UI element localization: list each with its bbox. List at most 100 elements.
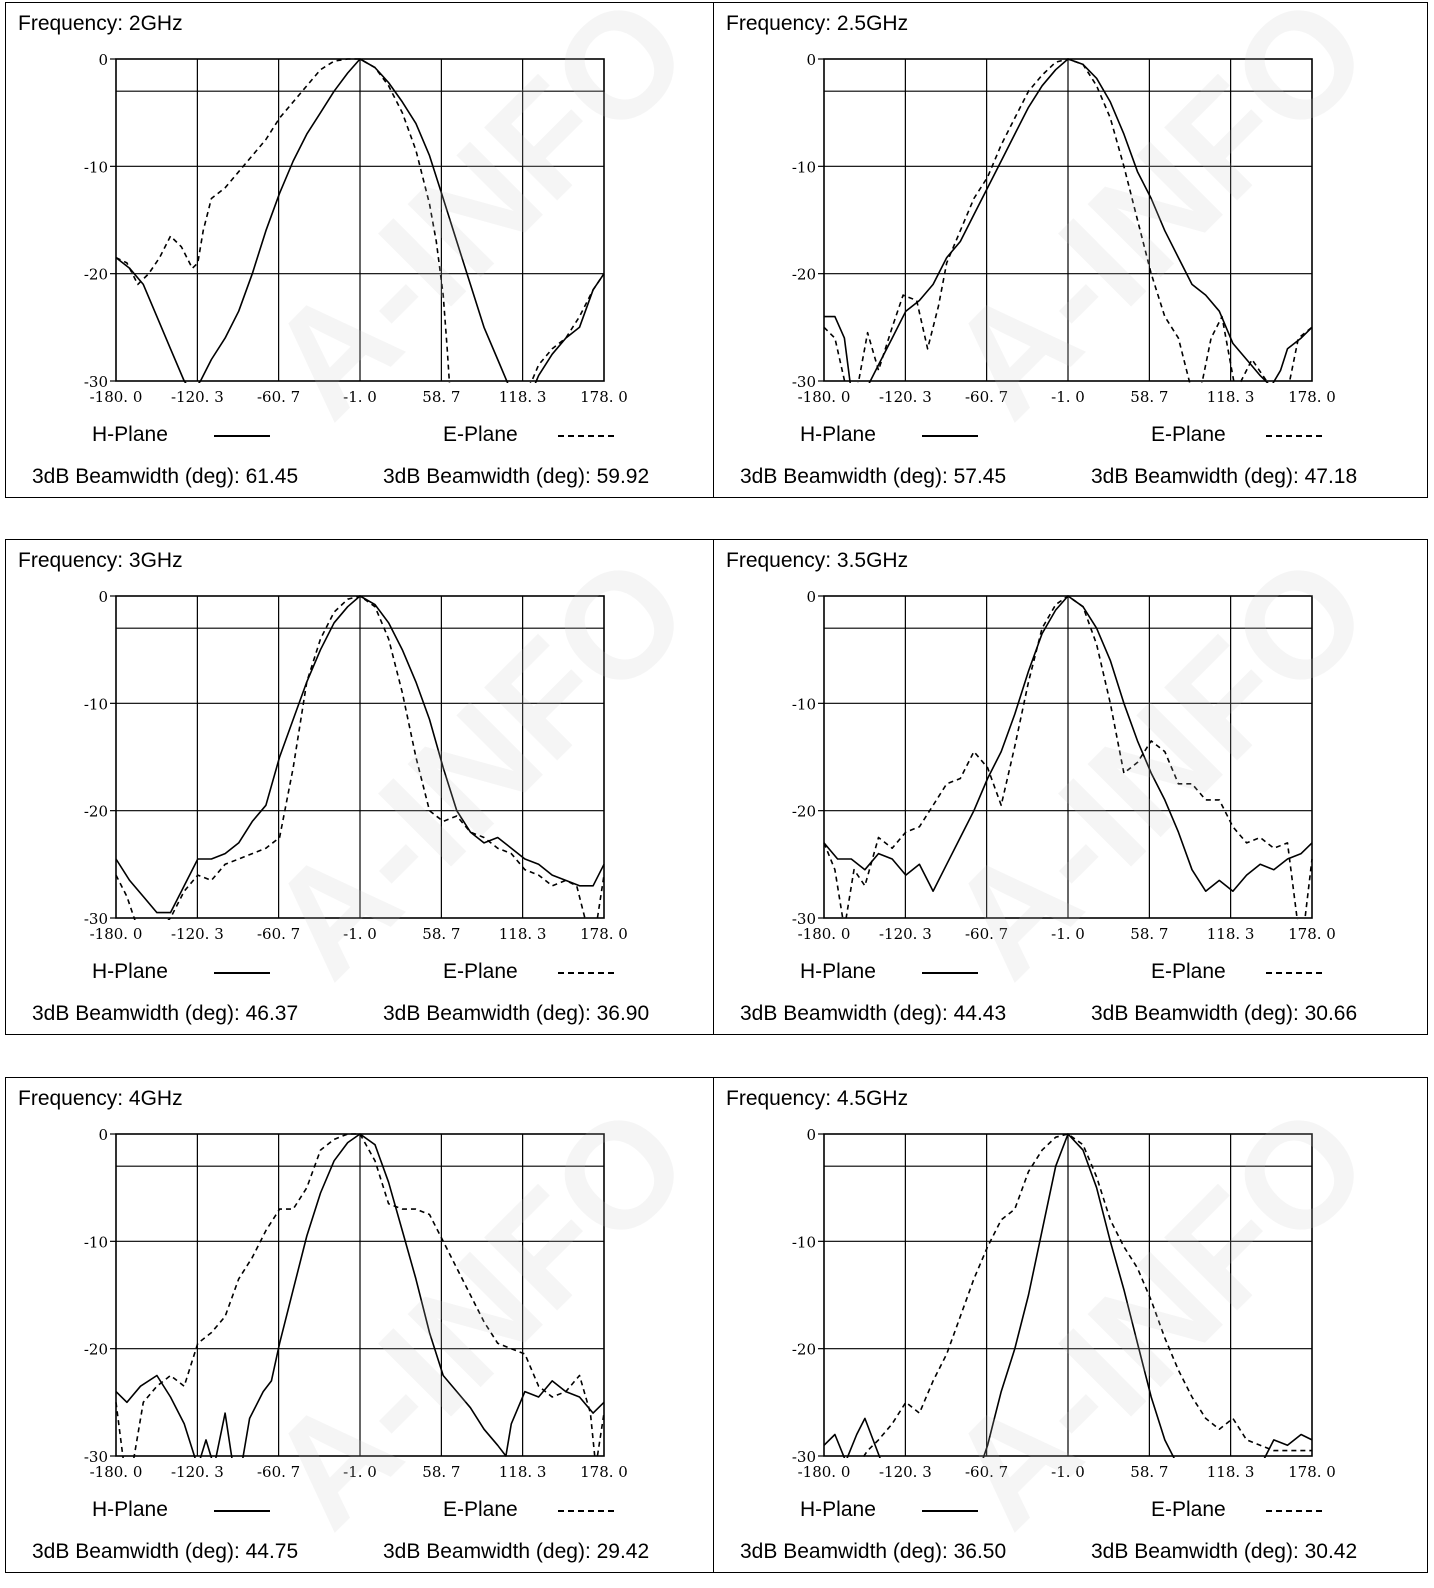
x-tick-label: 58. 7 — [422, 1463, 460, 1481]
x-tick-label: -1. 0 — [343, 925, 377, 943]
legend-h-plane-label: H-Plane — [800, 423, 876, 446]
y-tick-label: -10 — [84, 1233, 108, 1251]
h-plane-series — [115, 58, 605, 383]
x-tick-label: -1. 0 — [1051, 388, 1085, 406]
x-tick-label: 178. 0 — [1288, 1463, 1336, 1481]
y-tick-label: -20 — [84, 1341, 108, 1359]
y-tick-label: -10 — [792, 1233, 816, 1251]
x-tick-label: -180. 0 — [90, 925, 143, 943]
legend-e-plane-label: E-Plane — [443, 1498, 518, 1521]
legend-e-plane-label: E-Plane — [443, 423, 518, 446]
y-tick-label: -10 — [84, 158, 108, 176]
y-tick-label: -20 — [792, 266, 816, 284]
x-tick-label: 178. 0 — [580, 388, 628, 406]
grid — [823, 1133, 1313, 1457]
legend-e-plane-swatch — [1266, 972, 1322, 974]
e-plane-beamwidth: 3dB Beamwidth (deg): 36.90 — [383, 1002, 650, 1025]
plot-area: 0 -10 -20 -30-180. 0 -120. 3 -60. 7 -1. 0 58. 7… — [792, 1126, 1336, 1481]
legend-e-plane-label: E-Plane — [1151, 960, 1226, 983]
e-plane-series — [823, 58, 1313, 383]
chart-title: Frequency: 3.5GHz — [726, 549, 909, 572]
x-tick-label: 178. 0 — [1288, 388, 1336, 406]
y-tick-label: -30 — [792, 910, 816, 928]
x-tick-label: -120. 3 — [171, 1463, 224, 1481]
x-tick-label: -180. 0 — [90, 388, 143, 406]
x-tick-label: 58. 7 — [1130, 1463, 1168, 1481]
x-tick-label: -180. 0 — [798, 388, 851, 406]
legend-h-plane-label: H-Plane — [92, 960, 168, 983]
x-tick-label: 118. 3 — [499, 388, 547, 406]
h-plane-beamwidth: 3dB Beamwidth (deg): 44.43 — [740, 1002, 1007, 1025]
legend-h-plane-swatch — [922, 1510, 978, 1512]
y-tick-label: -30 — [792, 1448, 816, 1466]
y-tick-label: -10 — [792, 158, 816, 176]
h-plane-beamwidth: 3dB Beamwidth (deg): 57.45 — [740, 465, 1007, 488]
h-plane-beamwidth: 3dB Beamwidth (deg): 61.45 — [32, 465, 299, 488]
x-tick-label: -180. 0 — [90, 1463, 143, 1481]
chart-row-1: Frequency: 2GHz 0 -10 -20 -30 -180. 0 -120. 3-… — [5, 2, 1428, 498]
y-tick-label: 0 — [806, 1126, 816, 1144]
chart-title: Frequency: 4.5GHz — [726, 1087, 909, 1110]
e-plane-series — [823, 595, 1313, 920]
y-tick-label: -20 — [84, 266, 108, 284]
grid — [115, 595, 605, 919]
plot-area: 0 -10 -20 -30-180. 0 -120. 3 -60. 7 -1. 0 58. 7… — [792, 51, 1336, 406]
plot-area: 0 -10 -20 -30-180. 0 -120. 3 -60. 7 -1. 0 58. 7… — [84, 51, 628, 406]
y-tick-label: 0 — [806, 51, 816, 69]
x-tick-label: -60. 7 — [257, 925, 300, 943]
x-tick-label: -60. 7 — [965, 388, 1008, 406]
plot-area: 0 -10 -20 -30-180. 0 -120. 3 -60. 7 -1. 0 58. 7… — [792, 588, 1336, 943]
legend-e-plane-label: E-Plane — [1151, 1498, 1226, 1521]
y-tick-label: -30 — [84, 373, 108, 391]
x-tick-label: 58. 7 — [422, 388, 460, 406]
x-tick-label: 58. 7 — [1130, 925, 1168, 943]
x-tick-label: 118. 3 — [499, 925, 547, 943]
x-tick-label: 178. 0 — [580, 925, 628, 943]
x-tick-label: -120. 3 — [879, 925, 932, 943]
x-tick-label: -180. 0 — [798, 1463, 851, 1481]
chart-title: Frequency: 2GHz — [18, 12, 183, 35]
x-tick-label: 178. 0 — [580, 1463, 628, 1481]
grid — [115, 58, 605, 382]
x-tick-label: -120. 3 — [171, 388, 224, 406]
legend-h-plane-label: H-Plane — [800, 960, 876, 983]
h-plane-series — [823, 1133, 1313, 1458]
plot-area: 0 -10 -20 -30-180. 0 -120. 3 -60. 7 -1. 0 58. 7… — [84, 588, 628, 943]
plot-area: 0 -10 -20 -30-180. 0 -120. 3 -60. 7 -1. 0 58. 7… — [84, 1126, 628, 1481]
e-plane-beamwidth: 3dB Beamwidth (deg): 59.92 — [383, 465, 650, 488]
h-plane-beamwidth: 3dB Beamwidth (deg): 46.37 — [32, 1002, 299, 1025]
x-tick-label: 118. 3 — [1207, 388, 1255, 406]
legend-e-plane-swatch — [558, 972, 614, 974]
legend-e-plane-swatch — [558, 1510, 614, 1512]
x-tick-label: -1. 0 — [343, 1463, 377, 1481]
x-tick-label: -60. 7 — [257, 388, 300, 406]
legend-e-plane-swatch — [1266, 435, 1322, 437]
legend-h-plane-swatch — [922, 972, 978, 974]
e-plane-beamwidth: 3dB Beamwidth (deg): 30.42 — [1091, 1540, 1358, 1563]
e-plane-series — [115, 58, 605, 383]
e-plane-series — [115, 595, 605, 920]
grid — [115, 1133, 605, 1457]
h-plane-beamwidth: 3dB Beamwidth (deg): 36.50 — [740, 1540, 1007, 1563]
legend-h-plane-swatch — [922, 435, 978, 437]
chart-cell-4-5ghz: Frequency: 4.5GHz 0 -10 -20 -30 -180. 0 -120. … — [713, 1078, 1424, 1572]
y-tick-label: 0 — [98, 1126, 108, 1144]
grid — [823, 58, 1313, 382]
x-tick-label: 118. 3 — [499, 1463, 547, 1481]
chart-row-3: Frequency: 4GHz 0 -10 -20 -30 -180. 0 -120. 3-… — [5, 1077, 1428, 1573]
h-plane-beamwidth: 3dB Beamwidth (deg): 44.75 — [32, 1540, 299, 1563]
legend-h-plane-label: H-Plane — [92, 423, 168, 446]
y-tick-label: -10 — [792, 695, 816, 713]
legend-e-plane-swatch — [558, 435, 614, 437]
legend-e-plane-swatch — [1266, 1510, 1322, 1512]
x-tick-label: -120. 3 — [879, 388, 932, 406]
y-tick-label: -30 — [84, 1448, 108, 1466]
x-tick-label: -180. 0 — [798, 925, 851, 943]
chart-title: Frequency: 2.5GHz — [726, 12, 909, 35]
legend-h-plane-swatch — [214, 435, 270, 437]
chart-cell-3-5ghz: Frequency: 3.5GHz 0 -10 -20 -30 -180. 0 -120. … — [713, 540, 1424, 1034]
y-tick-label: -20 — [792, 1341, 816, 1359]
legend-e-plane-label: E-Plane — [1151, 423, 1226, 446]
y-tick-label: -30 — [84, 910, 108, 928]
e-plane-series — [861, 1133, 1312, 1458]
